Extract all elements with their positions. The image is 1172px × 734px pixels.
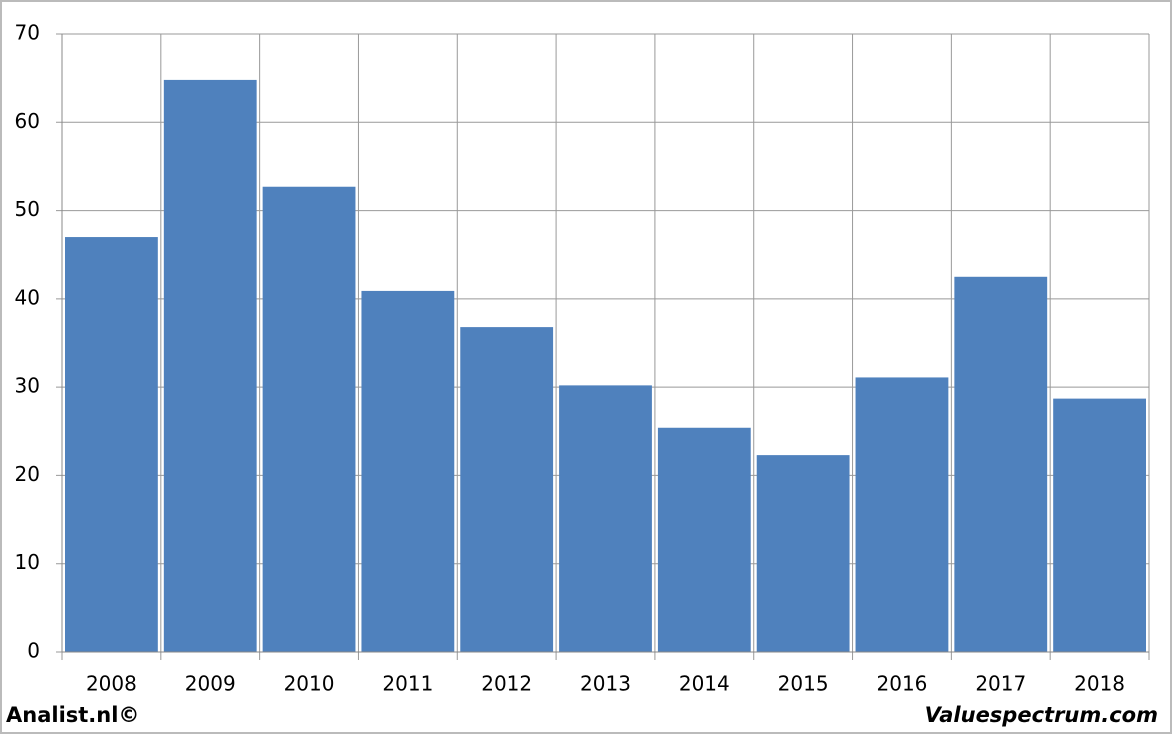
- bar: [954, 276, 1048, 652]
- bar: [460, 327, 554, 652]
- bar: [65, 237, 158, 653]
- y-tick-label: 0: [27, 639, 40, 663]
- y-tick-label: 60: [15, 109, 40, 133]
- x-tick-label: 2013: [580, 672, 631, 696]
- y-tick-label: 40: [15, 285, 40, 309]
- x-tick-label: 2014: [679, 672, 730, 696]
- x-tick-label: 2016: [877, 672, 928, 696]
- x-tick-label: 2018: [1074, 672, 1125, 696]
- y-tick-label: 10: [15, 550, 40, 574]
- y-tick-label: 30: [15, 374, 40, 398]
- x-tick-label: 2010: [284, 672, 335, 696]
- footer-right: Valuespectrum.com: [925, 703, 1158, 727]
- bar: [1053, 398, 1146, 652]
- x-tick-label: 2017: [975, 672, 1026, 696]
- x-tick-label: 2011: [382, 672, 433, 696]
- x-tick-label: 2009: [185, 672, 236, 696]
- bar: [657, 427, 751, 652]
- bar: [855, 377, 949, 652]
- bar: [559, 385, 652, 652]
- bar: [163, 79, 257, 652]
- bar: [756, 455, 850, 652]
- bar: [361, 290, 455, 652]
- x-tick-label: 2015: [778, 672, 829, 696]
- x-tick-label: 2008: [86, 672, 137, 696]
- y-tick-label: 70: [15, 21, 40, 45]
- bar: [262, 186, 356, 652]
- y-tick-label: 20: [15, 462, 40, 486]
- x-tick-label: 2012: [481, 672, 532, 696]
- footer-left: Analist.nl©: [6, 703, 139, 727]
- y-tick-label: 50: [15, 197, 40, 221]
